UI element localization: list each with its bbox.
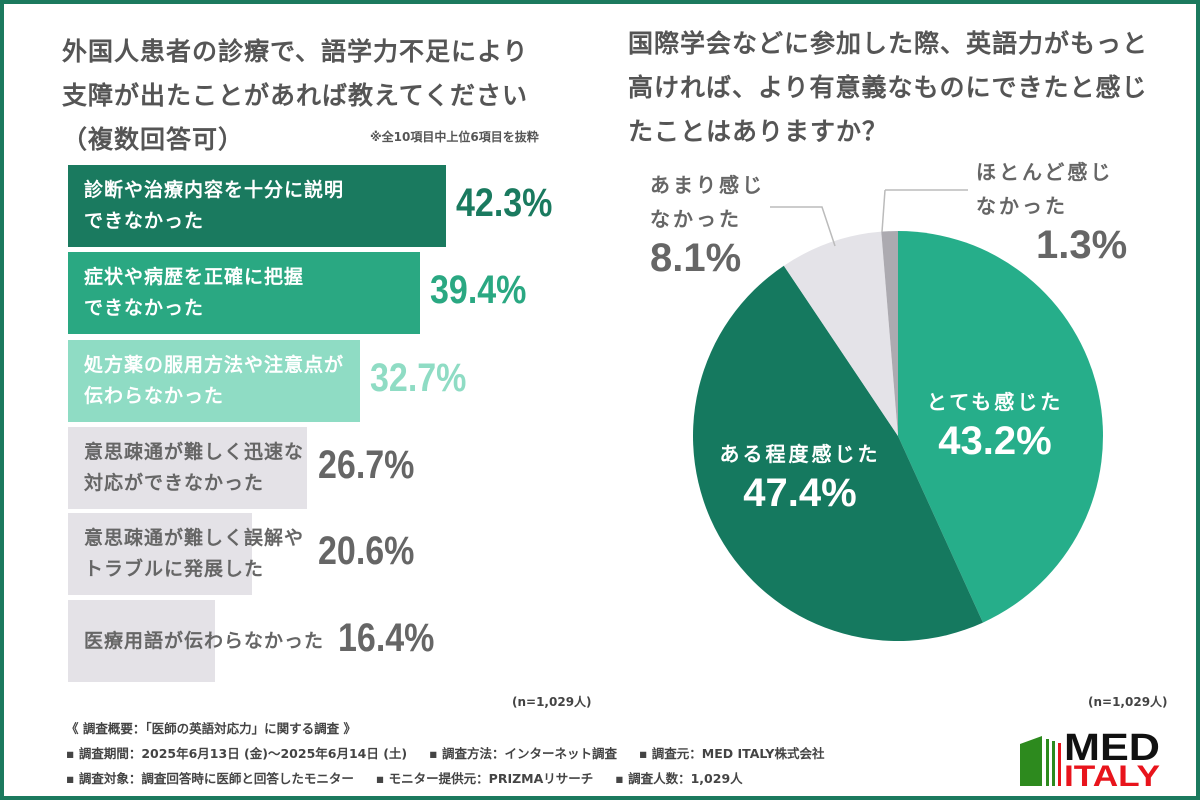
bar-label: 処方薬の服用方法や注意点が 伝わらなかった [84,350,344,412]
bar-value: 26.7% [318,443,415,487]
pie-slice [693,265,983,641]
title-line: 外国人患者の診療で、語学力不足により [62,37,529,66]
slice-label: あまり感じ [650,173,765,197]
bar-label: 医療用語が伝わらなかった [84,626,324,657]
slice-value: 43.2% [938,419,1052,463]
svg-text:MED: MED [1064,727,1160,769]
bar-label-line: 症状や病歴を正確に把握 [84,266,305,288]
pie-slice [881,231,898,436]
bar-value: 39.4% [430,268,527,312]
bar-label: 意思疎通が難しく迅速な 対応ができなかった [84,437,304,499]
med-italy-logo: MED ITALY [1018,722,1163,793]
bar-label: 診断や治療内容を十分に説明 できなかった [84,175,344,237]
survey-heading: 《 調査概要：「医師の英語対応力」に関する調査 》 [66,721,356,736]
bar-label-line: 意思疎通が難しく誤解や [84,527,305,549]
bar-label-line: できなかった [84,210,205,232]
bar [68,252,421,334]
bar-label-line: できなかった [84,297,205,319]
leader-line [881,189,886,233]
bar-label-line: トラブルに発展した [84,558,265,580]
note: ※全10項目中上位6項目を抜粋 [370,130,539,144]
slice-value: 47.4% [743,471,857,515]
title-line: 支障が出たことがあれば教えてください [62,81,529,110]
pie-label-very: とても感じた 43.2% [910,385,1080,464]
slice-label: ほとんど感じ [976,160,1114,184]
survey-method: ▪ 調査方法：インターネット調査 [429,746,617,761]
bar [68,513,253,595]
title-line: たことはありますか？ [628,117,889,146]
pie-slice [783,231,898,436]
bar [68,340,361,422]
bar-label: 症状や病歴を正確に把握 できなかった [84,262,304,324]
monitor-provider: ▪ モニター提供元：PRIZMAリサーチ [375,771,594,786]
survey-count: ▪ 調査人数：1,029人 [615,771,743,786]
bar [68,165,447,247]
title-line: 高ければ、より有意義なものにできたと感じ [628,73,1148,102]
pie-label-somewhat: ある程度感じた 47.4% [700,437,900,516]
bar-label-line: 対応ができなかった [84,472,265,494]
bar-label-line: 意思疎通が難しく迅速な [84,441,305,463]
bar-label-line: 診断や治療内容を十分に説明 [84,179,345,201]
title-line: （複数回答可） [62,125,245,154]
bar-label-line: 医療用語が伝わらなかった [84,630,325,652]
left-chart-title: 外国人患者の診療で、語学力不足により 支障が出たことがあれば教えてください （複… [62,30,529,162]
pie-slice [898,231,1103,623]
svg-text:ITALY: ITALY [1064,760,1160,788]
slice-label: なかった [976,194,1068,218]
left-sample-size: (n=1,029人) [512,695,592,709]
right-sample-size: (n=1,029人) [1088,695,1168,709]
bar [68,600,215,682]
bar-label-line: 処方薬の服用方法や注意点が [84,354,345,376]
bar-label: 意思疎通が難しく誤解や トラブルに発展した [84,523,304,585]
slice-label: とても感じた [926,390,1064,414]
bar-value: 16.4% [338,616,435,660]
slice-value: 8.1% [650,236,742,280]
footer-row: ▪ 調査期間：2025年6月13日 (金)～2025年6月14日 (土) ▪ 調… [66,743,824,762]
survey-period: ▪ 調査期間：2025年6月13日 (金)～2025年6月14日 (土) [66,746,408,761]
logo-icon: MED ITALY [1020,727,1160,793]
bar-label-line: 伝わらなかった [84,385,225,407]
survey-target: ▪ 調査対象：調査回答時に医師と回答したモニター [66,771,354,786]
bar-value: 32.7% [370,356,467,400]
bar-value: 20.6% [318,529,415,573]
slice-label: ある程度感じた [719,442,881,466]
pie-label-rarely: あまり感じ なかった 8.1% [650,168,765,281]
bar-value: 42.3% [456,181,553,225]
title-line: 国際学会などに参加した際、英語力がもっと [628,29,1149,58]
footer-row: ▪ 調査対象：調査回答時に医師と回答したモニター ▪ モニター提供元：PRIZM… [66,768,743,787]
slice-label: なかった [650,207,742,231]
leader-line [770,206,836,247]
pie-label-hardly: ほとんど感じ なかった 1.3% [976,155,1127,268]
bar [68,427,307,509]
survey-source: ▪ 調査元：MED ITALY株式会社 [638,746,825,761]
slice-value: 1.3% [1036,223,1128,267]
right-chart-title: 国際学会などに参加した際、英語力がもっと 高ければ、より有意義なものにできたと感… [628,22,1148,154]
